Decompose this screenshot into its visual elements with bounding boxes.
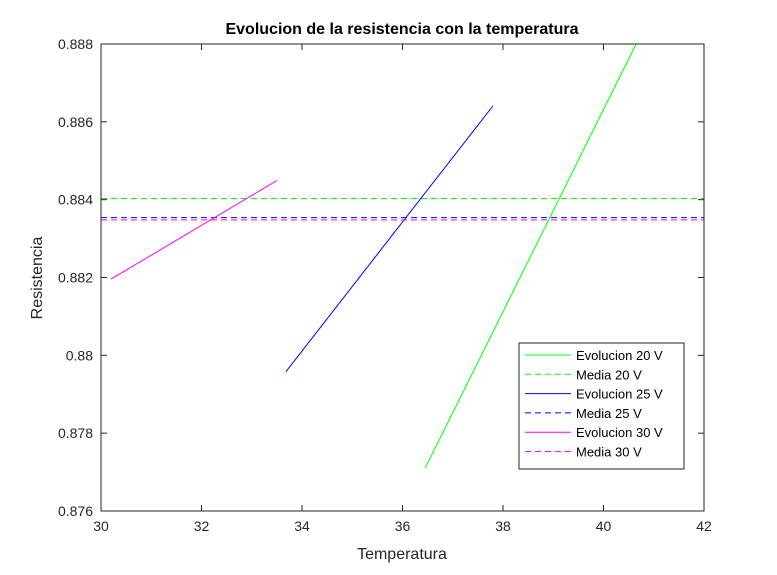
legend-entry-label: Media 25 V xyxy=(576,406,642,421)
legend-entry-label: Media 30 V xyxy=(576,445,642,460)
y-tick-label: 0.884 xyxy=(58,192,93,208)
x-axis-label: Temperatura xyxy=(357,546,447,563)
x-tick-label: 42 xyxy=(696,518,712,534)
y-tick-label: 0.888 xyxy=(58,36,93,52)
series-line-3 xyxy=(285,105,494,372)
x-tick-label: 34 xyxy=(294,518,310,534)
series-line-5 xyxy=(110,180,278,280)
y-tick-label: 0.88 xyxy=(66,347,93,363)
y-tick-label: 0.878 xyxy=(58,425,93,441)
axes-layer: 30 32 34 36 38 40 42 0.876 0.878 0.88 0.882 0.884 0.… xyxy=(58,36,712,534)
legend-box xyxy=(518,342,685,470)
y-tick-label: 0.876 xyxy=(58,503,93,519)
x-tick-label: 38 xyxy=(495,518,511,534)
series-line-1 xyxy=(424,44,637,469)
x-tick-label: 32 xyxy=(194,518,210,534)
x-tick-label: 40 xyxy=(596,518,612,534)
legend-entry-label: Evolucion 30 V xyxy=(576,425,663,440)
y-axis-label: Resistencia xyxy=(29,237,46,320)
legend-entry-label: Media 20 V xyxy=(576,367,642,382)
y-tick-label: 0.882 xyxy=(58,270,93,286)
chart-title: Evolucion de la resistencia con la tempe… xyxy=(225,21,578,38)
x-tick-label: 30 xyxy=(93,518,109,534)
y-tick-label: 0.886 xyxy=(58,114,93,130)
legend-entry-label: Evolucion 20 V xyxy=(576,348,663,363)
series-layer xyxy=(101,44,704,469)
x-tick-label: 36 xyxy=(395,518,411,534)
legend: Evolucion 20 V Media 20 V Evolucion 25 V Me… xyxy=(518,342,685,470)
legend-entry-label: Evolucion 25 V xyxy=(576,387,663,402)
